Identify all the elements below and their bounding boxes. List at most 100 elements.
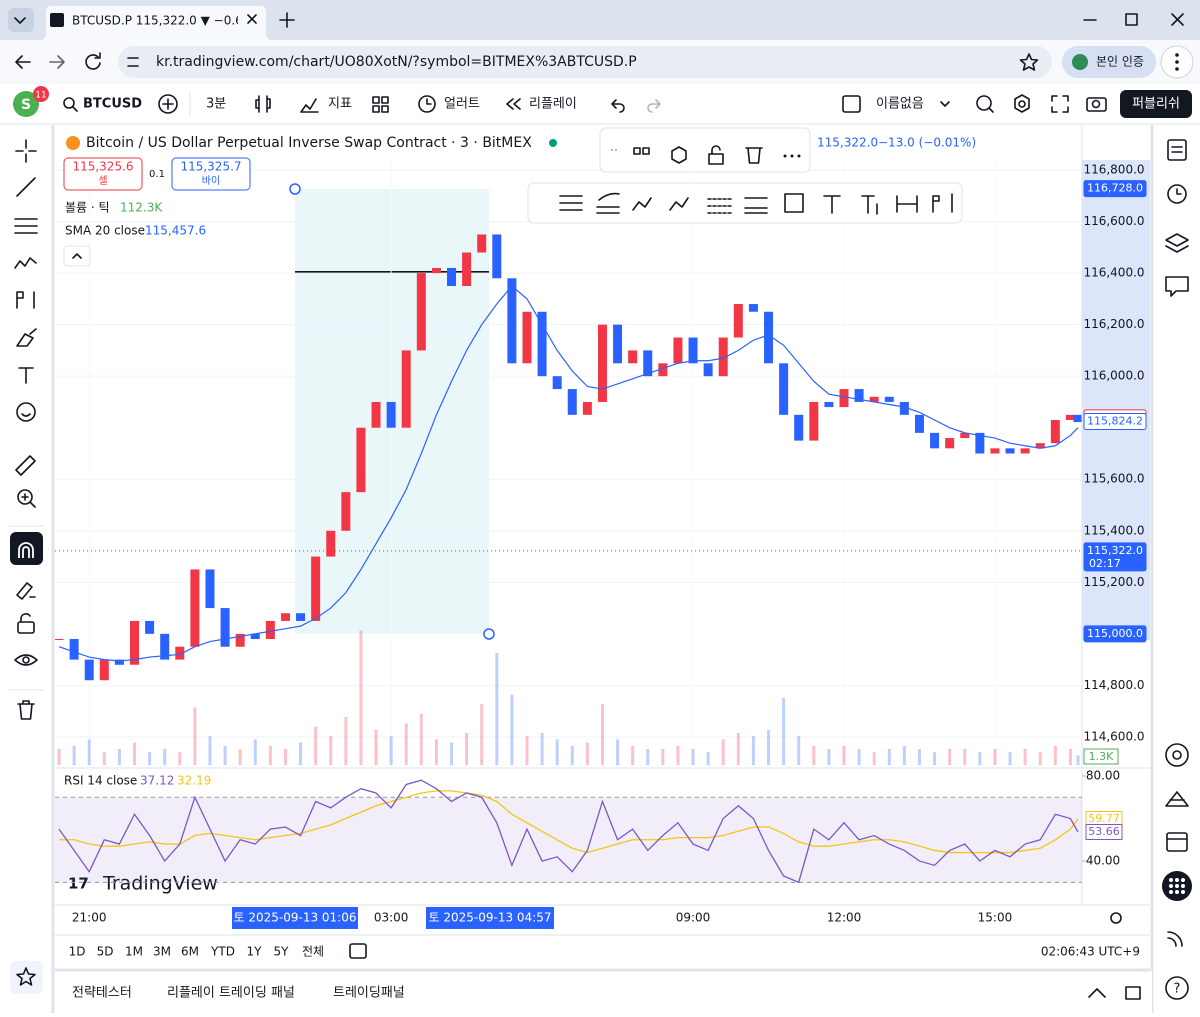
tab-menu[interactable]	[8, 8, 34, 32]
candle	[416, 273, 426, 351]
site-info[interactable]	[127, 57, 139, 67]
replay[interactable]: 리플레이	[529, 97, 577, 112]
ideas[interactable]	[1165, 791, 1189, 807]
bookmark[interactable]	[1019, 53, 1039, 71]
candle	[854, 389, 864, 402]
chat[interactable]	[1165, 276, 1189, 297]
range-handle[interactable]	[289, 183, 301, 195]
fib-tool[interactable]	[14, 218, 38, 234]
tab-close[interactable]	[247, 14, 257, 24]
lock-tool[interactable]	[17, 621, 35, 634]
tech-analysis[interactable]	[1165, 743, 1189, 767]
templates[interactable]	[372, 96, 380, 104]
forward[interactable]	[49, 55, 65, 69]
undo[interactable]	[611, 99, 625, 113]
forecast-tool[interactable]	[16, 291, 35, 309]
new-tab[interactable]	[279, 12, 295, 28]
trend-line-tool[interactable]	[16, 177, 36, 197]
stay-drawing[interactable]	[16, 582, 36, 600]
favorites[interactable]	[10, 961, 43, 994]
icon-tool[interactable]	[16, 402, 36, 422]
delete-tool[interactable]	[17, 700, 35, 720]
panel-tab[interactable]: 리플레이 트레이딩 패널	[167, 986, 295, 1001]
layout-name[interactable]: 이름없음	[876, 97, 924, 112]
dt-tool[interactable]	[669, 197, 689, 211]
range-button[interactable]: 1Y	[247, 945, 263, 959]
verify-button[interactable]	[1062, 46, 1156, 78]
sell-button[interactable]	[63, 157, 143, 191]
publish-button[interactable]	[1120, 90, 1192, 118]
snapshot[interactable]	[1086, 97, 1107, 112]
maximize[interactable]	[1125, 13, 1138, 26]
panel-tab[interactable]: 트레이딩패널	[333, 986, 405, 1001]
dt-tool[interactable]	[559, 195, 583, 211]
quick-search[interactable]	[976, 95, 992, 111]
back[interactable]	[15, 55, 31, 69]
rsi-ma-line	[59, 790, 1079, 854]
brush-tool[interactable]	[16, 328, 37, 347]
alerts-panel[interactable]	[1167, 184, 1187, 204]
goto-date[interactable]	[349, 943, 367, 959]
dt-tool[interactable]	[823, 195, 841, 214]
dt-tool[interactable]	[744, 197, 768, 214]
watchlist[interactable]	[1167, 139, 1187, 161]
dt-tool[interactable]	[596, 192, 620, 214]
panel-maximize[interactable]	[1125, 986, 1141, 1000]
layout-menu[interactable]	[940, 101, 950, 107]
volume-bar	[510, 694, 514, 765]
range-button[interactable]: 5Y	[274, 945, 290, 959]
collapse-legend[interactable]	[63, 245, 91, 267]
range-button[interactable]: 6M	[181, 945, 199, 959]
range-button[interactable]: 전체	[302, 945, 324, 959]
tb-more[interactable]	[783, 154, 787, 158]
streams[interactable]	[1167, 931, 1183, 947]
zoom-tool[interactable]	[17, 489, 33, 505]
dt-tool[interactable]	[861, 195, 878, 215]
help[interactable]	[1165, 976, 1189, 1000]
calendar[interactable]	[1166, 832, 1188, 852]
range-button[interactable]: 1M	[125, 945, 143, 959]
redo[interactable]	[647, 99, 661, 113]
range-button[interactable]: 1D	[69, 945, 86, 959]
dt-tool[interactable]	[632, 197, 652, 211]
visibility-tool[interactable]	[14, 654, 38, 666]
compare[interactable]	[158, 94, 178, 114]
dt-tool[interactable]	[896, 195, 918, 213]
magnet-tool[interactable]	[10, 532, 43, 565]
reload[interactable]	[85, 52, 101, 70]
panel-tab[interactable]: 전략테스터	[72, 986, 132, 1001]
panel-collapse[interactable]	[1088, 988, 1106, 998]
close-window[interactable]	[1171, 13, 1184, 26]
indicators[interactable]: 지표	[328, 97, 352, 112]
object-tree[interactable]	[1165, 233, 1189, 253]
chart-type[interactable]	[255, 95, 271, 113]
candle	[643, 350, 653, 377]
settings[interactable]	[1014, 94, 1030, 113]
range-button[interactable]: 5D	[97, 945, 114, 959]
fullscreen[interactable]	[1051, 95, 1069, 113]
buy-button[interactable]	[171, 157, 251, 191]
layout-icon[interactable]	[842, 95, 861, 113]
address-bar[interactable]	[118, 46, 1052, 78]
dt-tool[interactable]	[707, 198, 733, 214]
volume-bar	[646, 749, 650, 765]
avatar[interactable]	[13, 91, 39, 117]
pattern-tool[interactable]	[14, 257, 37, 269]
active-tab[interactable]	[40, 6, 272, 40]
cross-tool[interactable]	[15, 139, 37, 163]
tb-lock[interactable]	[708, 153, 724, 165]
dt-tool[interactable]	[932, 193, 953, 213]
tb-delete[interactable]	[745, 147, 763, 164]
measure-tool[interactable]	[15, 455, 36, 476]
axis-settings[interactable]	[1110, 912, 1122, 924]
range-handle[interactable]	[483, 628, 495, 640]
range-button[interactable]: 3M	[153, 945, 171, 959]
tb-settings[interactable]	[671, 146, 687, 164]
tb-icon[interactable]	[633, 147, 641, 155]
dt-tool[interactable]	[784, 193, 804, 213]
text-tool[interactable]	[18, 367, 34, 384]
interval[interactable]: 3분	[206, 97, 226, 112]
symbol[interactable]: BTCUSD.P	[83, 97, 157, 112]
alert[interactable]: 얼러트	[444, 97, 480, 112]
range-button[interactable]: YTD	[210, 945, 235, 959]
